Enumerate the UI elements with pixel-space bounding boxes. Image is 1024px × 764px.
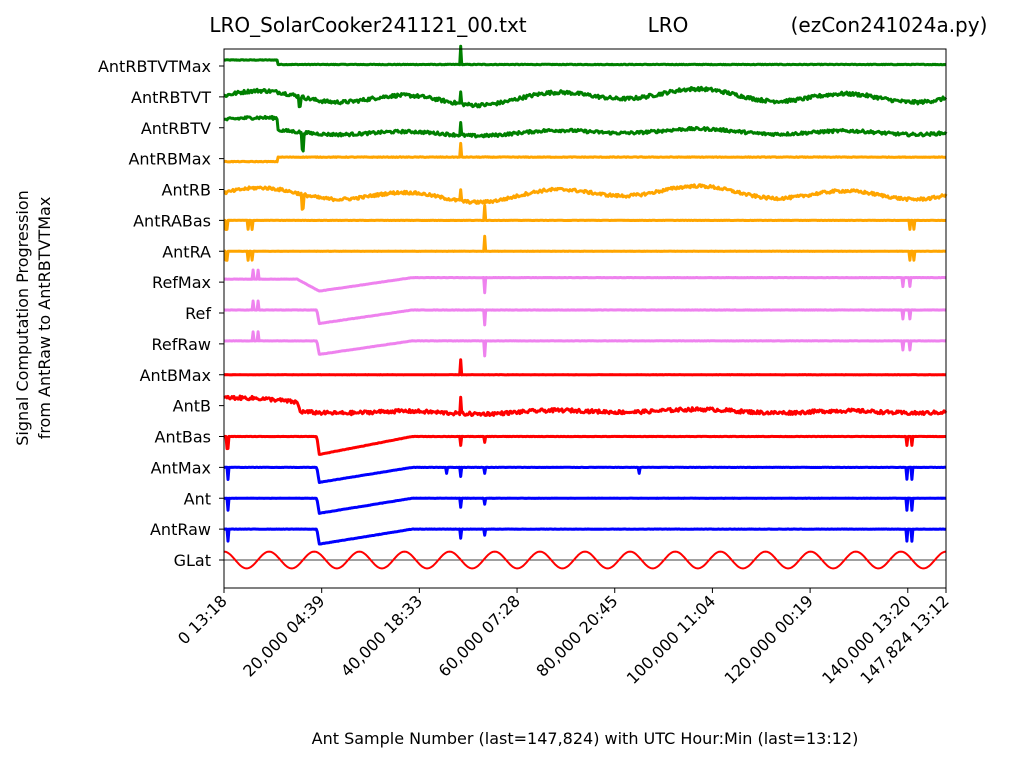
series-antrbtvtmax (223, 44, 947, 67)
series-ref (223, 299, 947, 327)
series-antmax (223, 465, 947, 484)
row-label: AntRBTV (141, 119, 211, 138)
row-label: AntMax (151, 458, 211, 477)
plot-frame (223, 48, 947, 589)
series-refmax (223, 268, 947, 295)
y-axis-label-2: from AntRaw to AntRBTVTMax (35, 197, 54, 440)
series-antra (223, 234, 947, 262)
series-refraw (223, 330, 947, 358)
series-antb (223, 394, 948, 417)
chart-title-center: LRO (648, 13, 689, 37)
row-label: AntRB (162, 181, 211, 200)
series-antraw (223, 527, 947, 546)
row-label: AntRaw (150, 520, 211, 539)
x-tick-label: 60,000 07:28 (435, 591, 524, 680)
row-label: Ant (184, 489, 211, 508)
row-label: AntRBTVT (131, 88, 211, 107)
row-label: AntB (173, 397, 211, 416)
y-axis-label-1: Signal Computation Progression (13, 190, 32, 446)
series-antrbtv (223, 114, 948, 153)
row-labels: AntRBTVTMax AntRBTVT AntRBTV AntRBMax AntRB A… (98, 57, 224, 570)
row-label: Ref (185, 304, 211, 323)
series-antrbtvt (223, 85, 948, 109)
chart-title-right: (ezCon241024a.py) (791, 13, 988, 37)
series-glat (223, 550, 947, 570)
row-label: AntRBTVTMax (98, 57, 211, 76)
row-label: RefMax (152, 273, 211, 292)
x-tick-label: 100,000 11:04 (623, 591, 719, 687)
row-label: AntBMax (140, 366, 211, 385)
x-axis-label: Ant Sample Number (last=147,824) with UT… (312, 729, 859, 748)
series-antbmax (223, 358, 947, 377)
row-label: AntRABas (133, 211, 211, 230)
series-antbas (223, 434, 947, 456)
row-label: AntRBMax (128, 150, 211, 169)
x-tick-label: 80,000 20:45 (532, 591, 621, 680)
x-ticks: 0 13:18 20,000 04:39 40,000 18:33 60,000 07… (174, 588, 953, 688)
row-label: AntBas (155, 428, 211, 447)
chart-title-left: LRO_SolarCooker241121_00.txt (209, 13, 526, 37)
x-tick-label: 40,000 18:33 (337, 591, 426, 680)
series-layer (223, 44, 948, 570)
row-label: GLat (174, 551, 211, 570)
series-ant (223, 496, 947, 515)
row-label: RefRaw (151, 335, 211, 354)
x-tick-label: 20,000 04:39 (239, 591, 328, 680)
series-antrabas (223, 204, 947, 231)
x-tick-label: 0 13:18 (174, 591, 231, 648)
x-tick-label: 120,000 00:19 (721, 591, 817, 687)
row-label: AntRA (162, 242, 211, 261)
series-antrbmax (223, 141, 947, 164)
series-antrb (223, 183, 948, 211)
